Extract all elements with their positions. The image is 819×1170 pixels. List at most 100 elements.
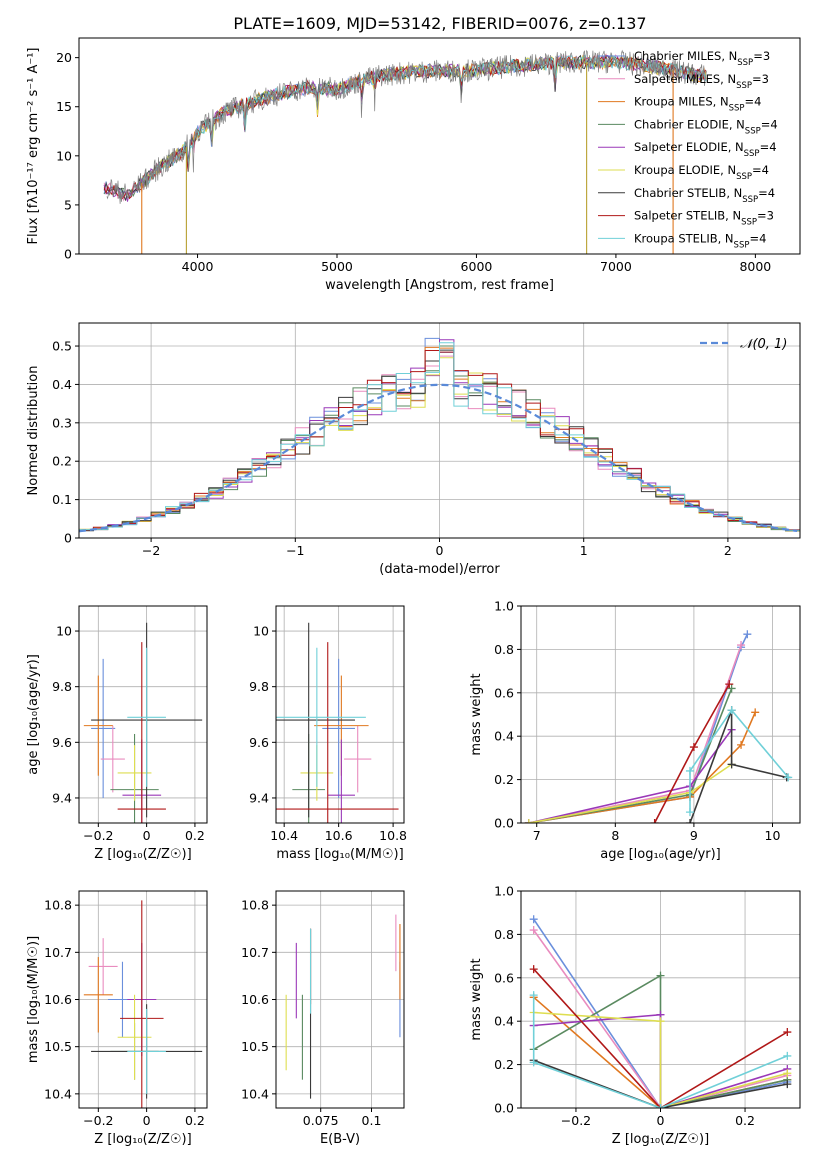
weight_vs_age-marker: [727, 760, 736, 769]
weight_vs_Z-marker: [529, 991, 538, 1000]
residuals-ytick-label: 0.5: [52, 339, 72, 354]
legend-entry: Kroupa ELODIE, NSSP=4: [634, 163, 769, 182]
weight_vs_age-ytick-label: 0.0: [494, 816, 514, 831]
spectrum-xtick-label: 7000: [600, 259, 632, 274]
mass_vs_Z-ytick-label: 10.6: [44, 992, 72, 1007]
weight_vs_Z-marker: [529, 915, 538, 924]
mass_vs_Z-xtick-label: 0.2: [185, 1113, 205, 1128]
weight_vs_age-spine: [520, 605, 801, 824]
age_vs_mass-plot-area: [276, 622, 399, 823]
residuals-ytick-label: 0.2: [52, 454, 72, 469]
spectrum-ytick-label: 10: [56, 148, 72, 163]
age_vs_Z-point: [100, 725, 125, 793]
mass_vs_ebv-ytick-label: 10.7: [241, 945, 269, 960]
age_vs_mass-ytick-label: 10: [253, 624, 269, 639]
age_vs_Z-spine: [78, 605, 208, 824]
mass_vs_Z-frame: −0.2 0 0.2 10.4 10.5 10.6 10.7 10.8 Z [log₁₀(Z/Z…: [26, 890, 208, 1147]
age_vs_mass-frame: 10.4 10.6 10.8 9.4 9.6 9.8 10 mass [log₁₀(M/M☉)…: [249, 605, 407, 862]
mass_vs_Z-point: [120, 900, 164, 1108]
age_vs_mass-xtick-label: 10.4: [270, 828, 298, 843]
weight_vs_Z-marker: [656, 1104, 665, 1108]
weight_vs_age-xtick-label: 8: [611, 828, 619, 843]
residuals-xtick-label: 0: [436, 543, 444, 558]
mass_vs_Z-ylabel: mass [log₁₀(M/M☉)]: [26, 936, 41, 1063]
legend-entry: Chabrier MILES, NSSP=3: [634, 49, 770, 68]
age_vs_mass-xtick-label: 10.6: [325, 828, 353, 843]
age_vs_Z-ytick-label: 9.4: [52, 790, 72, 805]
mass_vs_ebv-xtick-label: 0.1: [362, 1113, 382, 1128]
weight_vs_age-series: [524, 725, 736, 823]
age_vs_mass-axes: 10.4 10.6 10.8 9.4 9.6 9.8 10 mass [log₁₀(M/M☉)…: [249, 605, 407, 862]
age_vs_Z-point: [91, 658, 116, 798]
weight_vs_age-ylabel: mass weight: [469, 673, 484, 755]
mass_vs_Z-ytick-label: 10.4: [44, 1086, 72, 1101]
spectrum-ytick-label: 5: [64, 197, 72, 212]
residual-histogram: [79, 342, 800, 531]
residuals-xtick-label: −2: [142, 543, 160, 558]
age_vs_Z-frame: −0.2 0 0.2 9.4 9.6 9.8 10 Z [log₁₀(Z/Z☉)] age [l…: [26, 605, 208, 862]
weight_vs_Z-series: [529, 1008, 792, 1108]
weight_vs_age-xlabel: age [log₁₀(age/yr)]: [600, 847, 721, 862]
mass_vs_ebv-ytick-label: 10.4: [241, 1086, 269, 1101]
age_vs_mass-point: [276, 647, 366, 787]
mass_vs_ebv-plot-area: [285, 914, 401, 1099]
weight_vs_age-xtick-label: 7: [533, 828, 541, 843]
age_vs_Z-xtick-label: −0.2: [83, 828, 113, 843]
weight_vs_age-marker: [743, 630, 752, 639]
weight_vs_age-marker: [685, 766, 694, 775]
weight_vs_Z-ytick-label: 0.6: [494, 970, 514, 985]
age_vs_mass-ytick-label: 9.4: [249, 790, 269, 805]
residuals-ytick-label: 0: [64, 531, 72, 546]
weight_vs_age-ytick-label: 0.2: [494, 772, 514, 787]
legend-entry: Salpeter MILES, NSSP=3: [634, 72, 769, 91]
weight_vs_age-marker: [725, 680, 734, 689]
spectrum-axes: 4000 5000 6000 7000 8000 0 5 10 15 20 wavelength […: [26, 37, 801, 293]
weight_vs_age-marker: [751, 708, 760, 717]
spectrum-model-line: [103, 53, 706, 200]
mass_vs_ebv-ytick-label: 10.5: [241, 1039, 269, 1054]
age_vs_mass-xtick-label: 10.8: [379, 828, 407, 843]
mass_vs_Z-xtick-label: 0: [143, 1113, 151, 1128]
mass_vs_Z-ytick-label: 10.7: [44, 945, 72, 960]
mass_vs_ebv-ytick-label: 10.6: [241, 992, 269, 1007]
residuals-xtick-label: 2: [724, 543, 732, 558]
weight_vs_age-series: [524, 760, 736, 823]
residuals-plot-area: [79, 337, 800, 533]
age_vs_mass-point: [276, 642, 399, 823]
mass_vs_Z-point: [88, 938, 118, 995]
residuals-frame: −2 −1 0 1 2 0 0.1 0.2 0.3 0.4 0.5 (data-model)/erro…: [26, 322, 801, 577]
weight_vs_Z-marker: [783, 1051, 792, 1060]
age_vs_mass-ytick-label: 9.8: [249, 679, 269, 694]
weight_vs_Z-series: [529, 991, 792, 1108]
age_vs_Z-point: [127, 647, 166, 787]
age_vs_mass-point: [344, 725, 372, 793]
residuals-ytick-label: 0.4: [52, 377, 72, 392]
weight_vs_age-marker: [727, 706, 736, 715]
legend-entry: Chabrier STELIB, NSSP=4: [634, 186, 775, 205]
weight_vs_age-marker: [727, 684, 736, 693]
spectrum-xlabel: wavelength [Angstrom, rest frame]: [325, 278, 554, 293]
weight_vs_Z-ytick-label: 0.0: [494, 1101, 514, 1116]
legend-entry: Kroupa STELIB, NSSP=4: [634, 231, 766, 250]
weight_vs_Z-xtick-label: 0: [657, 1113, 665, 1128]
weight_vs_Z-xlabel: Z [log₁₀(Z/Z☉)]: [612, 1132, 709, 1147]
weight_vs_Z-marker: [783, 1069, 792, 1078]
weight_vs_Z-ylabel: mass weight: [469, 958, 484, 1040]
weight_vs_age-series: [524, 708, 760, 823]
weight_vs_Z-ytick-label: 1.0: [494, 884, 514, 899]
weight_vs_Z-plot-area: [529, 915, 792, 1108]
age_vs_Z-point: [83, 675, 113, 776]
legend-entry: Chabrier ELODIE, NSSP=4: [634, 117, 778, 136]
weight_vs_Z-xtick-label: 0.2: [735, 1113, 755, 1128]
residuals-xtick-label: 1: [580, 543, 588, 558]
age_vs_Z-xlabel: Z [log₁₀(Z/Z☉)]: [94, 847, 191, 862]
weight_vs_age-marker: [689, 743, 698, 752]
weight_vs_age-marker: [650, 819, 659, 823]
spectrum-xtick-label: 8000: [739, 259, 771, 274]
age_vs_mass-ytick-label: 9.6: [249, 735, 269, 750]
age_vs_Z-axes: −0.2 0 0.2 9.4 9.6 9.8 10 Z [log₁₀(Z/Z☉)] age [l…: [26, 605, 208, 862]
age_vs_Z-xtick-label: 0: [143, 828, 151, 843]
weight_vs_Z-marker: [529, 1058, 538, 1067]
age_vs_Z-plot-area: [83, 622, 203, 823]
